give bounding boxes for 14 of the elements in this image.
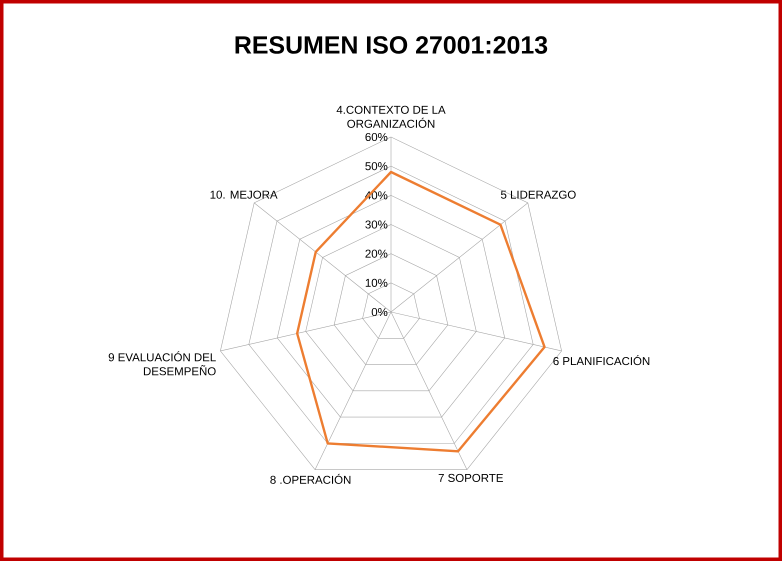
spoke-label: 8 .OPERACIÓN [270,474,350,484]
spoke-label: 10. MEJORA [210,190,278,199]
y-tick-label: 10% [366,278,388,287]
spoke-label: 7 SOPORTE [438,474,503,482]
y-tick-label: 50% [365,162,388,170]
y-tick-label: 0% [372,308,388,316]
y-tick-label: 60% [365,132,388,142]
chart-title: RESUMEN ISO 27001:2013 [236,36,548,54]
spoke-label: 9 EVALUACIÓN DEL DESEMPEÑO [108,351,216,376]
spoke-label: 6 PLANIFICACIÓN [553,355,650,366]
y-tick-label: 20% [365,250,388,258]
spoke-label: 4.CONTEXTO DE LA ORGANIZACIÓN [336,106,446,128]
y-tick-label: 30% [365,220,388,229]
spoke-label: 5 LIDERAZGO [500,190,576,199]
